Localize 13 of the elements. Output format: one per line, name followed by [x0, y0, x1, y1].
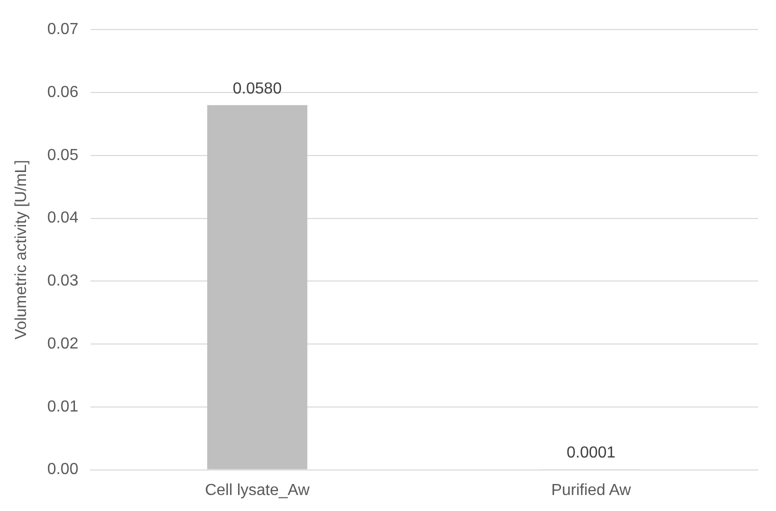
data-label: 0.0001 — [566, 444, 616, 462]
x-tick-label: Cell lysate_Aw — [204, 482, 310, 499]
y-tick-label: 0.00 — [47, 461, 78, 478]
y-tick-label: 0.05 — [47, 146, 78, 164]
y-axis-title: Volumetric activity [U/mL] — [13, 160, 30, 340]
y-tick-label: 0.06 — [47, 84, 78, 101]
y-tick-label: 0.02 — [47, 335, 78, 352]
data-label: 0.0580 — [232, 80, 282, 98]
y-tick-label: 0.03 — [47, 272, 78, 290]
y-tick-label: 0.07 — [47, 21, 78, 38]
y-tick-label: 0.01 — [47, 398, 78, 416]
x-tick-label: Purified Aw — [551, 482, 632, 499]
y-tick-label: 0.04 — [47, 210, 78, 227]
